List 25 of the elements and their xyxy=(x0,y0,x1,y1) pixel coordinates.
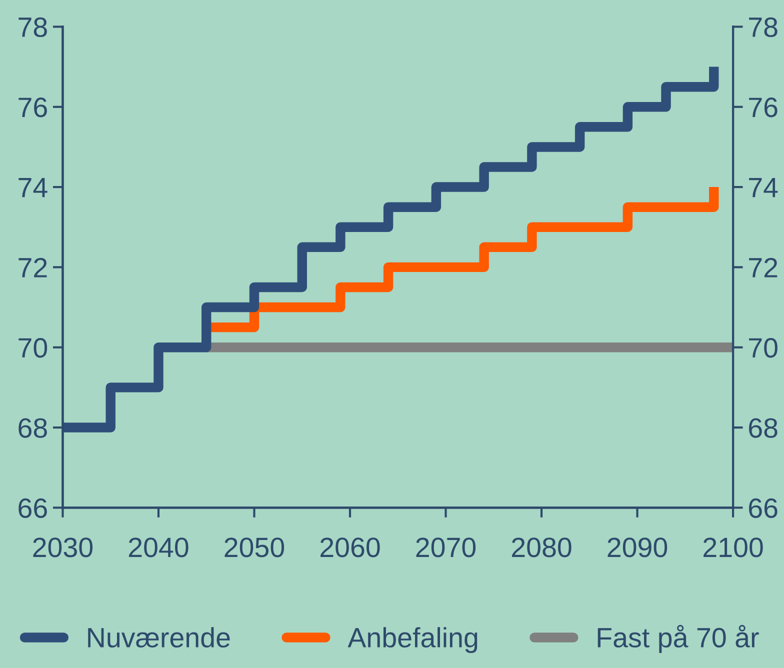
legend-label: Anbefaling xyxy=(348,627,478,654)
y-tick-label: 74 xyxy=(18,178,48,198)
x-tick-label: 2040 xyxy=(128,538,188,558)
y-tick-label: 72 xyxy=(18,258,47,278)
legend-label: Fast på 70 år xyxy=(598,624,759,654)
y-tick-label: 78 xyxy=(18,17,47,38)
y2-tick-label: 70 xyxy=(749,338,778,358)
y-tick-label: 70 xyxy=(18,338,48,358)
y-tick-label: 76 xyxy=(18,98,47,118)
x-tick-label: 2030 xyxy=(33,538,93,558)
y2-tick-label: 74 xyxy=(749,178,778,198)
y2-tick-label: 78 xyxy=(749,17,778,38)
y2-tick-label: 72 xyxy=(749,258,778,278)
legend-label: Nuværende xyxy=(88,627,230,648)
x-tick-label: 2080 xyxy=(512,538,572,558)
y-tick-label: 68 xyxy=(18,418,47,438)
y-tick-label: 66 xyxy=(18,498,47,518)
y2-tick-label: 76 xyxy=(749,98,778,118)
x-tick-label: 2100 xyxy=(704,538,763,558)
y2-tick-label: 68 xyxy=(749,418,778,438)
x-tick-label: 2070 xyxy=(416,538,476,558)
x-tick-label: 2090 xyxy=(608,538,668,558)
x-tick-label: 2060 xyxy=(320,538,380,558)
y2-tick-label: 66 xyxy=(749,498,778,518)
x-tick-label: 2050 xyxy=(224,538,284,558)
